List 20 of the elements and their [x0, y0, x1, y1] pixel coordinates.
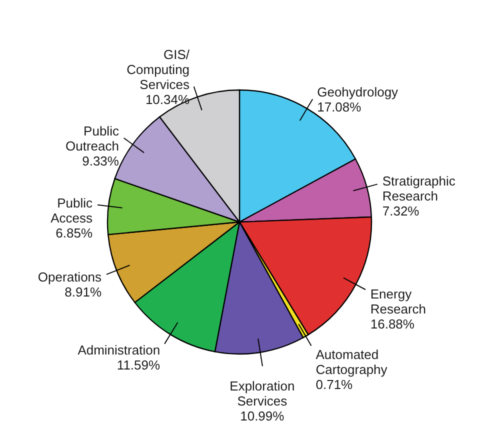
slice-label: Energy Research [370, 286, 426, 317]
data-label: 10.34% [145, 92, 190, 108]
data-label: 11.59% [116, 357, 160, 372]
slice-label: Automated Cartography [316, 347, 388, 378]
slice-label: Public Access [50, 196, 94, 226]
data-label: 10.99% [240, 408, 285, 424]
slice-label: GIS/Computing Services [126, 47, 190, 92]
slice-label: Public Outreach [65, 124, 120, 154]
data-label: 0.71% [316, 377, 354, 392]
data-label: 16.88% [370, 316, 415, 332]
slice-label: Stratigraphic Research [382, 173, 456, 204]
slice-label: Geohydrology [317, 84, 399, 100]
data-label: 17.08% [317, 99, 362, 114]
data-label: 7.32% [382, 203, 420, 218]
slice-label: Exploration Services [230, 378, 295, 408]
data-label: 9.33% [82, 154, 120, 169]
slice-label: Administration [78, 342, 160, 358]
data-label: 6.85% [56, 226, 93, 241]
data-label: 8.91% [64, 284, 102, 300]
slice-label: Operations [38, 269, 102, 284]
